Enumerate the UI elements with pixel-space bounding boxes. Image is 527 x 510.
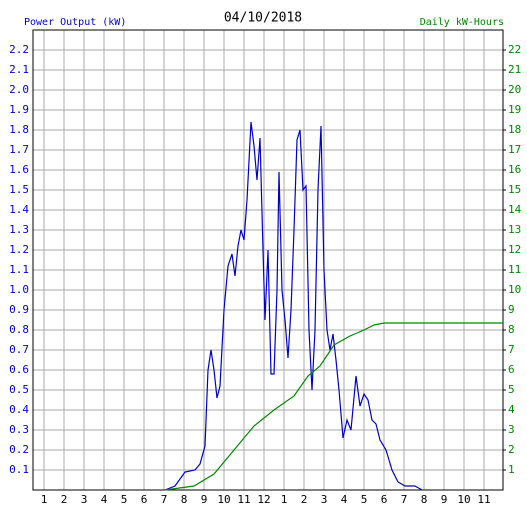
y-tick-label: 2.2: [9, 43, 29, 56]
x-tick-label: 5: [361, 493, 368, 506]
y-tick-label: 1.1: [9, 263, 29, 276]
x-tick-label: 10: [457, 493, 470, 506]
y-tick-label: 1.5: [9, 183, 29, 196]
y2-tick-label: 12: [508, 243, 521, 256]
x-tick-label: 1: [281, 493, 288, 506]
y-tick-label: 1.4: [9, 203, 29, 216]
y-tick-label: 1.6: [9, 163, 29, 176]
y-tick-label: 1.2: [9, 243, 29, 256]
y-tick-label: 0.8: [9, 323, 29, 336]
x-tick-label: 5: [121, 493, 128, 506]
y-tick-label: 0.7: [9, 343, 29, 356]
x-tick-label: 10: [217, 493, 230, 506]
x-tick-label: 2: [61, 493, 68, 506]
y-tick-label: 1.9: [9, 103, 29, 116]
y2-tick-label: 4: [508, 403, 515, 416]
y-tick-label: 1.0: [9, 283, 29, 296]
data-line: [164, 121, 423, 491]
y2-tick-label: 16: [508, 163, 521, 176]
y2-tick-label: 1: [508, 463, 515, 476]
chart-title: 04/10/2018: [224, 11, 302, 26]
x-tick-label: 11: [237, 493, 250, 506]
y2-tick-label: 5: [508, 383, 515, 396]
y2-tick-label: 15: [508, 183, 521, 196]
y2-tick-label: 8: [508, 323, 515, 336]
y-tick-label: 0.9: [9, 303, 29, 316]
y-tick-label: 0.5: [9, 383, 29, 396]
y2-tick-label: 17: [508, 143, 521, 156]
x-tick-label: 7: [401, 493, 408, 506]
x-tick-label: 4: [101, 493, 108, 506]
y-tick-label: 1.3: [9, 223, 29, 236]
y2-tick-label: 6: [508, 363, 515, 376]
y2-tick-label: 3: [508, 423, 515, 436]
y-tick-label: 1.8: [9, 123, 29, 136]
y2-axis-label: Daily kW-Hours: [420, 17, 504, 28]
y-tick-label: 0.4: [9, 403, 29, 416]
y-tick-label: 0.6: [9, 363, 29, 376]
y2-tick-label: 13: [508, 223, 521, 236]
y2-tick-label: 7: [508, 343, 515, 356]
y2-tick-label: 21: [508, 63, 521, 76]
x-tick-label: 11: [477, 493, 490, 506]
x-tick-label: 6: [381, 493, 388, 506]
y2-tick-label: 10: [508, 283, 521, 296]
y2-tick-label: 18: [508, 123, 521, 136]
y-tick-label: 1.7: [9, 143, 29, 156]
x-tick-label: 9: [201, 493, 208, 506]
plot-frame: [32, 29, 504, 491]
x-tick-label: 12: [257, 493, 270, 506]
y-tick-label: 2.0: [9, 83, 29, 96]
y-axis-label: Power Output (kW): [24, 17, 126, 28]
x-tick-label: 3: [81, 493, 88, 506]
y-tick-label: 0.3: [9, 423, 29, 436]
x-tick-label: 6: [141, 493, 148, 506]
y2-tick-label: 11: [508, 263, 521, 276]
data-line: [164, 322, 503, 491]
y-tick-label: 0.1: [9, 463, 29, 476]
x-tick-label: 7: [161, 493, 168, 506]
x-tick-label: 1: [41, 493, 48, 506]
y2-tick-label: 20: [508, 83, 521, 96]
y2-tick-label: 22: [508, 43, 521, 56]
y2-tick-label: 2: [508, 443, 515, 456]
x-tick-label: 3: [321, 493, 328, 506]
x-tick-label: 2: [301, 493, 308, 506]
y-tick-label: 0.2: [9, 443, 29, 456]
y-tick-label: 2.1: [9, 63, 29, 76]
x-tick-label: 9: [441, 493, 448, 506]
x-tick-label: 4: [341, 493, 348, 506]
y2-tick-label: 14: [508, 203, 522, 216]
x-tick-label: 8: [421, 493, 428, 506]
y2-tick-label: 9: [508, 303, 515, 316]
y2-tick-label: 19: [508, 103, 521, 116]
x-tick-label: 8: [181, 493, 188, 506]
